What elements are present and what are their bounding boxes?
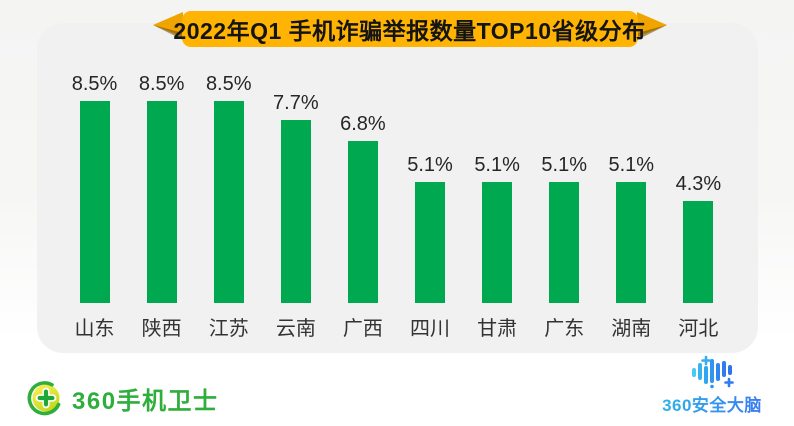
bar-category-label: 湖南 bbox=[611, 318, 652, 340]
bar-column: 4.3% 河北 bbox=[665, 23, 732, 353]
bar-category-label: 广西 bbox=[342, 318, 383, 340]
bar-value-label: 8.5% bbox=[205, 73, 252, 95]
title-ribbon-shape bbox=[153, 11, 667, 47]
brand-360-security-brain: 360安全大脑 bbox=[652, 355, 772, 416]
bar-category-label: 甘肃 bbox=[477, 318, 518, 340]
bar-column: 8.5% 山东 bbox=[61, 23, 128, 353]
bar-value-label: 7.7% bbox=[273, 92, 319, 114]
page-title: 2022年Q1 手机诈骗举报数量TOP10省级分布 bbox=[173, 18, 646, 44]
bar-value-label: 8.5% bbox=[71, 73, 118, 95]
bar-category-label: 四川 bbox=[410, 318, 451, 340]
bar bbox=[146, 101, 177, 303]
bar-column: 7.7% 云南 bbox=[262, 23, 329, 353]
ribbon-right-fold bbox=[637, 12, 667, 37]
bar-category-label: 广东 bbox=[544, 318, 585, 340]
bar-value-label: 5.1% bbox=[541, 154, 587, 176]
brand-360-mobile-guard: 360手机卫士 bbox=[26, 378, 219, 418]
bar-value-label: 4.3% bbox=[675, 173, 722, 195]
bar-column: 8.5% 陕西 bbox=[128, 23, 195, 353]
chart-panel: 8.5% 山东 8.5% 陕西 8.5% 江苏 7.7% 云南 6.8% 广西 bbox=[37, 23, 758, 353]
bar bbox=[616, 182, 647, 303]
bar-category-label: 河北 bbox=[678, 318, 719, 340]
bar bbox=[280, 120, 311, 303]
bar bbox=[213, 101, 244, 303]
bar-column: 5.1% 甘肃 bbox=[464, 23, 531, 353]
ribbon-left-fold bbox=[153, 12, 183, 37]
bar-column: 8.5% 江苏 bbox=[195, 23, 262, 353]
bar-chart: 8.5% 山东 8.5% 陕西 8.5% 江苏 7.7% 云南 6.8% 广西 bbox=[61, 23, 732, 353]
bar bbox=[482, 182, 513, 303]
bar bbox=[683, 201, 714, 303]
bar-value-label: 8.5% bbox=[138, 73, 185, 95]
ribbon-body bbox=[182, 11, 638, 47]
bar-value-label: 5.1% bbox=[474, 154, 520, 176]
bar-value-label: 6.8% bbox=[340, 113, 386, 135]
bar-value-label: 5.1% bbox=[608, 154, 655, 176]
bar bbox=[79, 101, 110, 303]
bar-column: 6.8% 广西 bbox=[329, 23, 396, 353]
bar bbox=[347, 141, 378, 303]
bar-column: 5.1% 广东 bbox=[531, 23, 598, 353]
brand-left-label: 360手机卫士 bbox=[72, 387, 219, 415]
security-brain-icon bbox=[692, 355, 734, 389]
360-mobile-guard-icon bbox=[27, 381, 61, 416]
bar-category-label: 山东 bbox=[74, 318, 115, 340]
ribbon-right-fold-shadow bbox=[637, 25, 667, 40]
bar-category-label: 陕西 bbox=[141, 318, 182, 340]
bar bbox=[415, 182, 446, 303]
bar-category-label: 江苏 bbox=[208, 318, 249, 340]
brand-right-label: 360安全大脑 bbox=[662, 391, 762, 416]
ribbon-left-fold-shadow bbox=[153, 25, 183, 40]
bar-column: 5.1% 湖南 bbox=[598, 23, 665, 353]
bar-column: 5.1% 四川 bbox=[396, 23, 463, 353]
bar-category-label: 云南 bbox=[275, 318, 316, 340]
bar bbox=[549, 182, 580, 303]
bar-value-label: 5.1% bbox=[407, 154, 453, 176]
